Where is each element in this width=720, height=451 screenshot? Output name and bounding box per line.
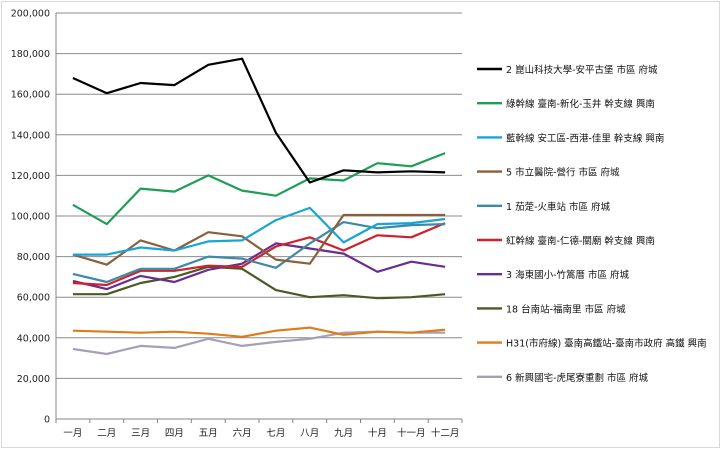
x-tick-label: 六月 bbox=[233, 427, 252, 439]
x-tick-label: 十月 bbox=[368, 427, 387, 439]
legend-label: H31(市府線) 臺南高鐵站-臺南市政府 高鐵 興南 bbox=[506, 338, 707, 350]
x-tick-label: 二月 bbox=[97, 428, 116, 439]
y-tick-label: 0 bbox=[44, 415, 50, 426]
x-tick-label: 一月 bbox=[63, 428, 82, 439]
series-lines bbox=[72, 57, 446, 356]
x-tick-label: 八月 bbox=[300, 428, 319, 439]
x-tick-label: 十二月 bbox=[431, 427, 460, 439]
series-line bbox=[72, 326, 446, 338]
legend-label: 5 市立醫院-營行 市區 府城 bbox=[506, 167, 620, 179]
y-tick-label: 140,000 bbox=[11, 130, 50, 141]
x-axis-ticks: 一月 二月 三月 四月 五月 六月 七月 八月 九月 十月 十一月 十二月 bbox=[55, 419, 463, 439]
y-tick-label: 60,000 bbox=[17, 293, 50, 304]
series-line bbox=[72, 222, 446, 287]
series-line bbox=[72, 152, 446, 226]
y-tick-label: 80,000 bbox=[17, 252, 50, 263]
y-tick-label: 200,000 bbox=[11, 9, 50, 20]
y-tick-label: 160,000 bbox=[11, 90, 50, 101]
series-line bbox=[72, 221, 446, 284]
legend-label: 18 台南站-福南里 市區 府城 bbox=[506, 303, 626, 315]
series-line bbox=[72, 57, 446, 184]
series-line bbox=[72, 213, 446, 266]
series-line bbox=[72, 330, 446, 356]
x-tick-label: 五月 bbox=[199, 428, 218, 439]
x-tick-label: 七月 bbox=[266, 428, 285, 439]
y-tick-label: 40,000 bbox=[17, 333, 50, 344]
legend-label: 綠幹線 臺南-新化-玉井 幹支線 興南 bbox=[506, 98, 655, 110]
x-tick-label: 三月 bbox=[131, 428, 150, 439]
y-tick-label: 120,000 bbox=[11, 171, 50, 182]
x-tick-label: 十一月 bbox=[397, 427, 426, 439]
series-line bbox=[72, 265, 446, 300]
x-tick-label: 九月 bbox=[334, 427, 353, 439]
legend-label: 3 海東國小-竹篙厝 市區 府城 bbox=[506, 269, 630, 281]
legend-label: 紅幹線 臺南-仁德-關廟 幹支線 興南 bbox=[506, 235, 655, 247]
y-tick-label: 100,000 bbox=[11, 212, 50, 223]
series-line bbox=[72, 206, 446, 256]
x-tick-label: 四月 bbox=[165, 428, 184, 439]
y-axis-ticks: 0 20,000 40,000 60,000 80,000 100,000 120,000 1… bbox=[11, 9, 50, 426]
series-line bbox=[72, 242, 446, 291]
legend-label: 1 茄萣-火車站 市區 府城 bbox=[506, 201, 611, 213]
y-tick-label: 180,000 bbox=[11, 49, 50, 60]
legend-label: 6 新興國宅-虎尾寮重劃 市區 府城 bbox=[506, 372, 649, 384]
legend-label: 2 崑山科技大學-安平古堡 市區 府城 bbox=[506, 64, 658, 76]
y-tick-label: 20,000 bbox=[17, 374, 50, 385]
legend-label: 藍幹線 安工區-西港-佳里 幹支線 興南 bbox=[506, 132, 664, 144]
